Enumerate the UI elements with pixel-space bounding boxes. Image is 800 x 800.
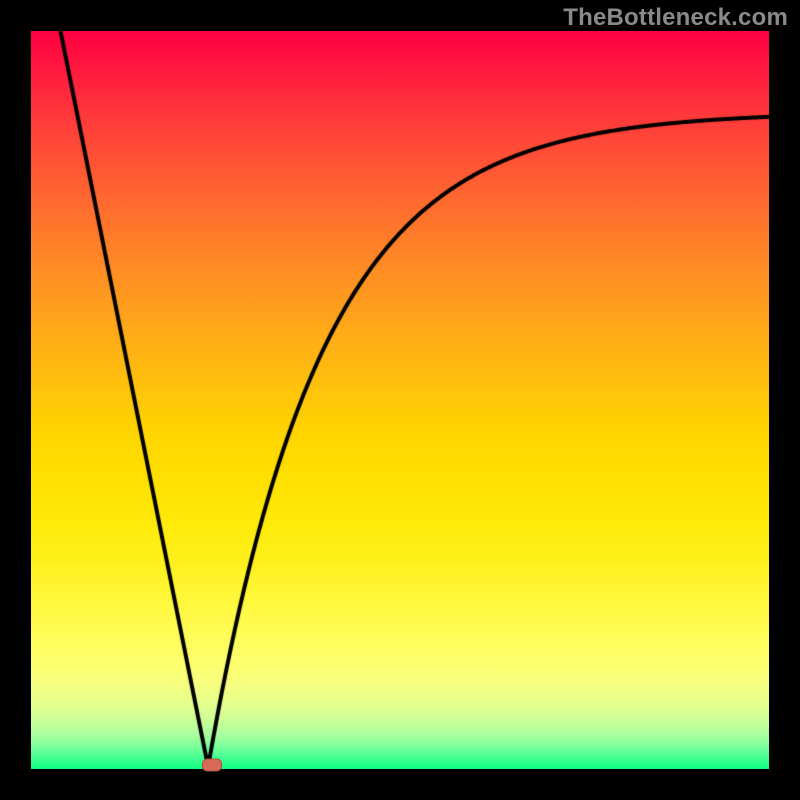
plot-area	[31, 31, 769, 769]
curve-canvas	[31, 31, 769, 769]
minimum-marker	[202, 758, 222, 771]
watermark-label: TheBottleneck.com	[563, 4, 788, 32]
chart-frame: TheBottleneck.com	[0, 0, 800, 800]
